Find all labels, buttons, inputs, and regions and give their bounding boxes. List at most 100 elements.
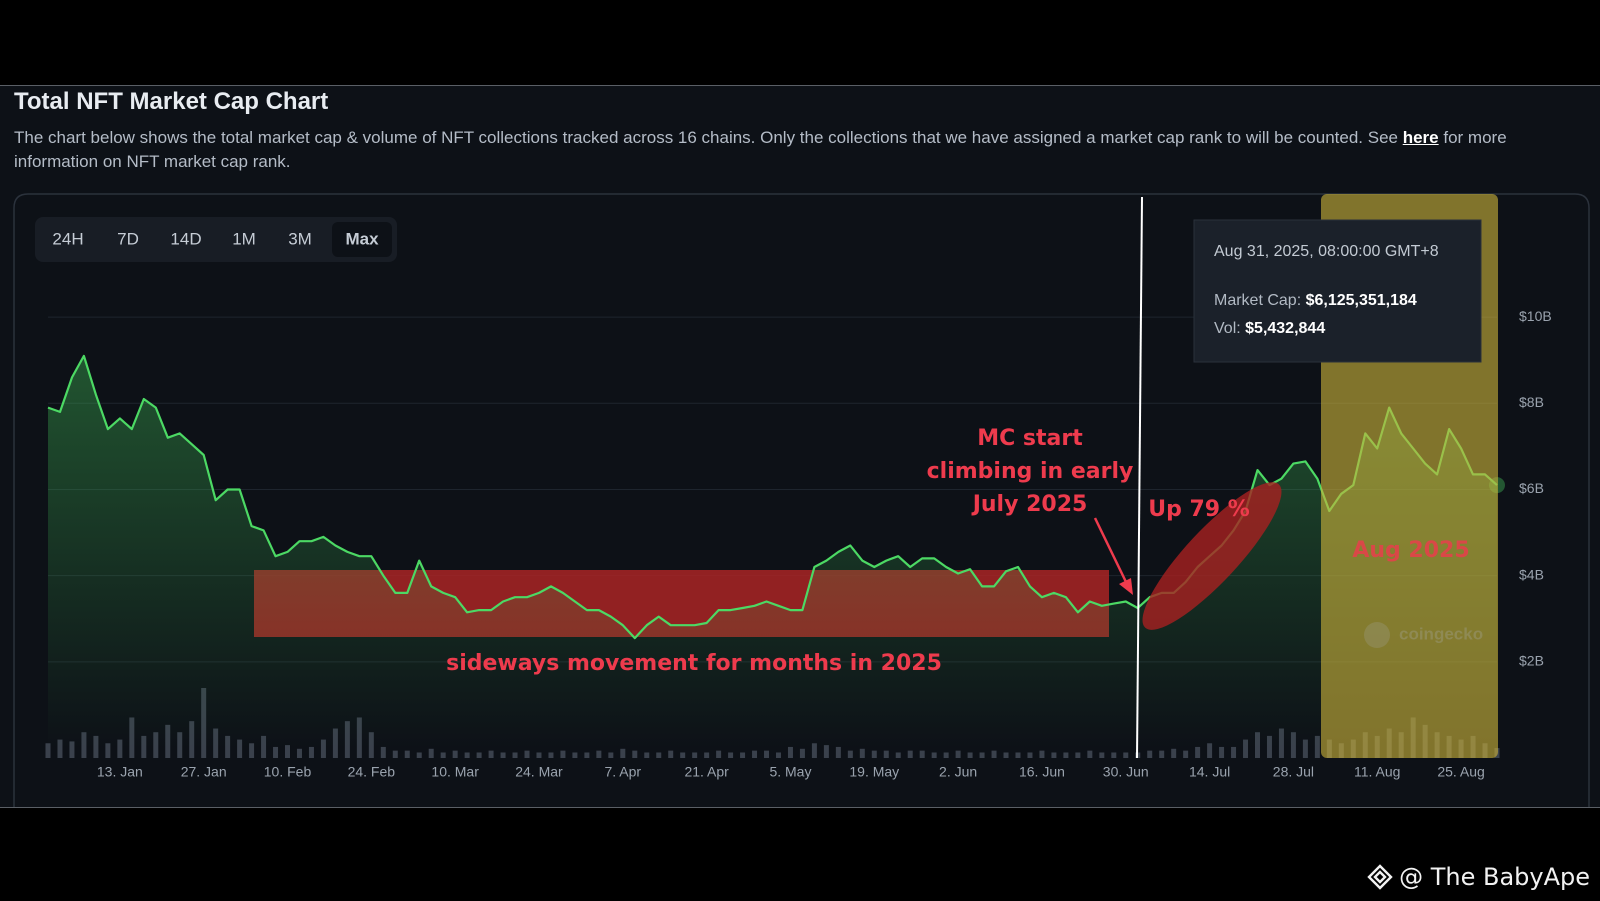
volume-bar bbox=[704, 752, 710, 758]
range-button[interactable]: Max bbox=[345, 229, 379, 248]
arrow bbox=[1093, 517, 1128, 583]
volume-bar bbox=[296, 748, 302, 758]
volume-bar bbox=[440, 752, 446, 758]
volume-bar bbox=[1219, 746, 1225, 758]
volume-bar bbox=[967, 752, 973, 758]
volume-bar bbox=[464, 752, 470, 758]
volume-bar bbox=[632, 750, 638, 758]
volume-bar bbox=[1003, 752, 1009, 758]
range-button[interactable]: 14D bbox=[170, 229, 201, 248]
volume-bar bbox=[500, 752, 506, 758]
x-tick-label: 27. Jan bbox=[181, 764, 227, 780]
volume-bar bbox=[249, 743, 255, 758]
volume-bar bbox=[512, 752, 518, 758]
volume-bar bbox=[1302, 739, 1308, 758]
volume-bar bbox=[955, 750, 961, 758]
volume-bar bbox=[1015, 752, 1021, 758]
top-bar bbox=[0, 0, 1600, 86]
x-tick-label: 16. Jun bbox=[1019, 764, 1065, 780]
tooltip-value: $6,125,351,184 bbox=[1306, 292, 1417, 309]
volume-bar bbox=[1207, 743, 1213, 758]
x-tick-label: 25. Aug bbox=[1437, 764, 1485, 780]
tooltip-label: Market Cap: bbox=[1214, 292, 1301, 309]
x-tick-label: 10. Mar bbox=[431, 764, 479, 780]
page-title: Total NFT Market Cap Chart bbox=[14, 88, 329, 115]
volume-bar bbox=[859, 748, 865, 758]
volume-bar bbox=[740, 752, 746, 758]
volume-bar bbox=[416, 752, 422, 758]
tooltip-row: Market Cap: $6,125,351,184 bbox=[1214, 292, 1417, 309]
footer-bar: @ The BabyApe bbox=[0, 807, 1600, 901]
volume-bar bbox=[1147, 750, 1153, 758]
volume-bar bbox=[237, 739, 243, 758]
x-tick-label: 2. Jun bbox=[939, 764, 977, 780]
volume-bar bbox=[1183, 750, 1189, 758]
volume-bar bbox=[1159, 750, 1165, 758]
watermark: coingecko bbox=[1399, 624, 1483, 643]
volume-bar bbox=[1111, 752, 1117, 758]
volume-bar bbox=[1051, 752, 1057, 758]
volume-bar bbox=[979, 752, 985, 758]
tooltip-row: Vol: $5,432,844 bbox=[1214, 320, 1325, 337]
volume-bar bbox=[1123, 752, 1129, 758]
volume-bar bbox=[285, 745, 291, 758]
x-tick-label: 30. Jun bbox=[1103, 764, 1149, 780]
volume-bar bbox=[476, 752, 482, 758]
link[interactable]: here bbox=[1402, 128, 1439, 147]
volume-bar bbox=[428, 748, 434, 758]
volume-bar bbox=[823, 745, 829, 758]
volume-bar bbox=[799, 748, 805, 758]
range-button[interactable]: 24H bbox=[52, 229, 83, 248]
logo bbox=[1367, 864, 1393, 890]
volume-bar bbox=[596, 750, 602, 758]
range-selector bbox=[35, 217, 397, 262]
x-tick-label: 24. Feb bbox=[348, 764, 396, 780]
volume-bar bbox=[320, 739, 326, 758]
line bbox=[47, 354, 1498, 640]
x-tick-label: 19. May bbox=[849, 764, 899, 780]
volume-bar bbox=[943, 752, 949, 758]
volume-bar bbox=[692, 752, 698, 758]
volume-bar bbox=[775, 752, 781, 758]
x-tick-label: 14. Jul bbox=[1189, 764, 1230, 780]
volume-bar bbox=[1075, 752, 1081, 758]
tooltip-value: $5,432,844 bbox=[1245, 320, 1325, 337]
y-tick-label: $10B bbox=[1519, 308, 1552, 324]
volume-bar bbox=[404, 750, 410, 758]
arrow-head bbox=[1119, 578, 1133, 595]
range-button-active bbox=[332, 222, 392, 257]
annotation: climbing in early bbox=[927, 459, 1134, 484]
volume-bar bbox=[716, 750, 722, 758]
volume-bar bbox=[1039, 750, 1045, 758]
annotation: sideways movement for months in 2025 bbox=[446, 651, 942, 676]
volume-bar bbox=[847, 750, 853, 758]
volume-bar bbox=[680, 752, 686, 758]
x-tick-label: 5. May bbox=[769, 764, 811, 780]
range-button[interactable]: 3M bbox=[288, 229, 312, 248]
volume-bar bbox=[105, 743, 111, 758]
volume-bar bbox=[560, 750, 566, 758]
volume-bar bbox=[907, 750, 913, 758]
volume-bar bbox=[883, 750, 889, 758]
volume-bar bbox=[728, 752, 734, 758]
credit: @ The BabyApe bbox=[1367, 863, 1590, 891]
volume-bar bbox=[835, 746, 841, 758]
volume-bar bbox=[895, 752, 901, 758]
credit-text: @ The BabyApe bbox=[1399, 863, 1590, 891]
annotation: July 2025 bbox=[971, 492, 1088, 517]
y-tick-label: $2B bbox=[1519, 653, 1544, 669]
annotation: Aug 2025 bbox=[1352, 538, 1469, 563]
volume-bar bbox=[488, 750, 494, 758]
y-tick-label: $8B bbox=[1519, 394, 1544, 410]
description-text: for more information on NFT market cap r… bbox=[14, 128, 1507, 171]
volume-bar bbox=[811, 743, 817, 758]
volume-bar bbox=[608, 752, 614, 758]
x-tick-label: 24. Mar bbox=[515, 764, 563, 780]
range-button[interactable]: 1M bbox=[232, 229, 256, 248]
volume-bar bbox=[787, 746, 793, 758]
x-tick-label: 11. Aug bbox=[1354, 764, 1400, 780]
y-tick-label: $6B bbox=[1519, 480, 1544, 496]
volume-bar bbox=[452, 750, 458, 758]
range-button[interactable]: 7D bbox=[117, 229, 139, 248]
